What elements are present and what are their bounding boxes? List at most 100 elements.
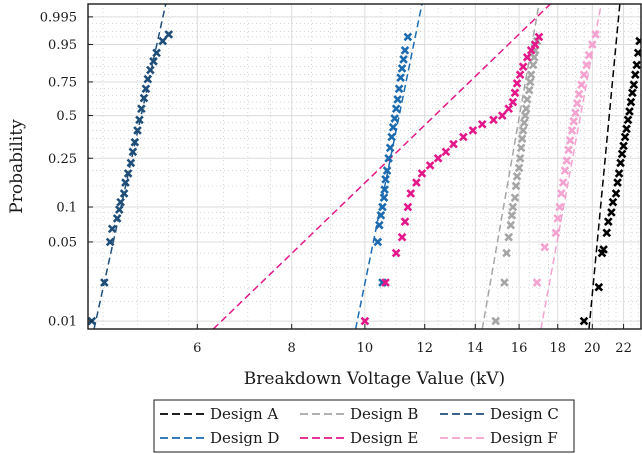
y-tick-label: 0.75 (48, 75, 77, 90)
data-point-design-b (525, 77, 535, 87)
data-point-design-a (619, 141, 628, 151)
data-point-design-c (164, 30, 174, 39)
data-point-design-c (128, 147, 138, 157)
data-point-design-c (137, 104, 146, 114)
data-point-design-e (512, 79, 522, 88)
data-point-design-b (526, 70, 536, 80)
data-point-design-c (107, 224, 117, 234)
data-point-design-c (112, 214, 122, 223)
data-point-design-a (632, 60, 641, 70)
data-point-design-c (105, 237, 115, 247)
data-point-design-e (412, 178, 421, 187)
fit-line-design-a (588, 4, 621, 329)
data-point-design-e (504, 104, 513, 114)
data-point-design-f (558, 178, 568, 187)
data-markers (88, 30, 641, 326)
x-tick-label: 10 (357, 341, 374, 356)
data-point-design-a (628, 88, 637, 98)
data-point-design-e (417, 169, 427, 178)
data-point-design-f (562, 156, 572, 165)
data-point-design-b (511, 181, 521, 191)
fit-line-design-e (212, 4, 551, 329)
data-point-design-a (608, 197, 618, 207)
data-point-design-d (400, 46, 410, 55)
data-point-design-e (381, 278, 390, 287)
data-point-design-c (114, 205, 124, 214)
legend-label-design-f: Design F (490, 429, 558, 447)
data-point-design-b (502, 248, 511, 258)
data-point-design-a (602, 228, 612, 238)
data-point-design-e (530, 40, 540, 49)
data-point-design-d (382, 166, 392, 175)
data-point-design-f (591, 30, 600, 39)
data-point-design-e (403, 202, 413, 212)
y-axis-ticks: 0.01 0.05 0.1 0.25 0.5 0.75 0.95 0.995 (40, 10, 93, 330)
data-point-design-e (526, 46, 536, 55)
data-point-design-b (510, 193, 520, 202)
data-point-design-b (508, 202, 518, 212)
data-point-design-c (141, 84, 151, 94)
data-point-design-f (560, 166, 570, 175)
data-point-design-c (146, 65, 155, 75)
legend-label-design-c: Design C (490, 405, 559, 423)
data-point-design-f (569, 116, 579, 126)
data-point-design-d (384, 153, 393, 163)
data-point-design-b (516, 143, 526, 153)
data-point-design-b (500, 278, 509, 287)
y-tick-label: 0.05 (48, 235, 77, 250)
data-point-design-b (524, 85, 534, 95)
data-point-design-f (587, 40, 597, 49)
data-point-design-e (522, 53, 532, 62)
data-point-design-e (508, 97, 518, 107)
data-point-design-f (572, 99, 582, 108)
data-point-design-e (459, 132, 468, 142)
data-point-design-c (133, 126, 142, 135)
data-point-design-a (614, 169, 624, 178)
x-tick-label: 8 (288, 341, 296, 356)
x-tick-label: 22 (615, 341, 632, 356)
y-tick-label: 0.95 (48, 38, 77, 53)
data-point-design-f (577, 80, 586, 90)
x-tick-label: 14 (467, 341, 484, 356)
data-point-design-c (158, 36, 168, 46)
data-point-design-f (567, 126, 577, 135)
legend: Design A Design B Design C Design D Design E… (153, 399, 575, 453)
fit-line-design-d (354, 4, 423, 329)
data-point-design-c (123, 169, 133, 178)
data-point-design-e (477, 119, 487, 129)
data-point-design-e (425, 161, 435, 170)
data-point-design-f (564, 145, 573, 155)
data-point-design-d (387, 132, 396, 142)
data-point-design-d (394, 84, 404, 94)
data-point-design-d (391, 104, 401, 114)
data-point-design-f (553, 214, 563, 223)
data-point-design-b (514, 163, 524, 173)
data-point-design-f (574, 89, 584, 99)
data-point-design-a (617, 149, 627, 159)
data-point-design-d (396, 73, 405, 82)
x-axis-label: Breakdown Voltage Value (kV) (244, 369, 505, 389)
legend-label-design-a: Design A (210, 405, 278, 423)
data-point-design-b (512, 171, 522, 181)
data-point-design-a (579, 316, 589, 326)
y-tick-label: 0.1 (56, 201, 77, 216)
legend-label-design-d: Design D (210, 429, 279, 447)
data-point-design-d (380, 185, 389, 194)
data-point-design-d (373, 237, 383, 247)
data-point-design-b (515, 153, 525, 163)
data-point-design-c (130, 137, 140, 147)
data-point-design-b (506, 220, 516, 230)
fit-line-design-c (93, 4, 167, 329)
data-point-design-f (540, 242, 550, 252)
data-point-design-b (491, 316, 501, 326)
x-tick-label: 20 (584, 341, 601, 356)
data-point-design-c (135, 115, 144, 125)
data-point-design-a (603, 217, 613, 226)
data-point-design-e (468, 126, 478, 135)
data-point-design-a (626, 97, 636, 107)
data-point-design-b (528, 60, 538, 70)
data-point-design-d (379, 193, 389, 202)
major-grid (88, 4, 641, 329)
data-point-design-a (616, 158, 625, 168)
